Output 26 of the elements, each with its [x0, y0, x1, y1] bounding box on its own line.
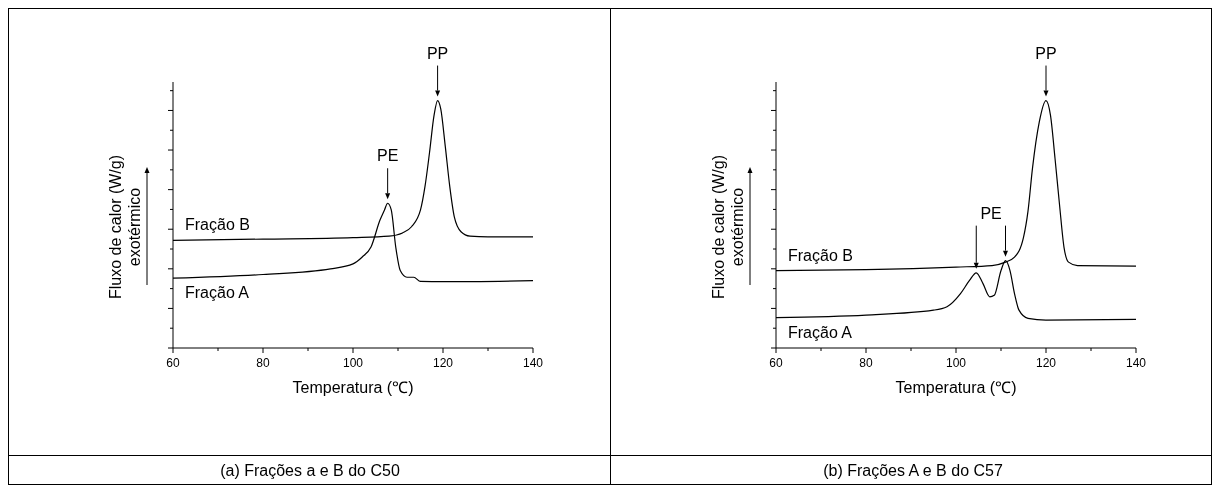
- x-tick-label: 60: [166, 356, 180, 370]
- x-tick-label: 60: [769, 356, 783, 370]
- x-axis-title: Temperatura (℃): [895, 379, 1017, 396]
- x-tick-label: 80: [256, 356, 270, 370]
- annotation: PP: [1035, 44, 1057, 62]
- x-axis-title: Temperatura (℃): [292, 379, 414, 396]
- y-axis-title: Fluxo de calor (W/g): [710, 154, 727, 300]
- legend-label: Fração A: [788, 323, 853, 341]
- annotation: PP: [426, 44, 449, 62]
- text: exotérmico: [729, 187, 746, 267]
- x-tick-label: 120: [1035, 356, 1057, 370]
- annotation: PE: [980, 204, 1002, 222]
- x-tick-label: 140: [522, 356, 544, 370]
- annotation: PE: [376, 147, 399, 165]
- x-tick-label: 120: [432, 356, 454, 370]
- x-tick-label: 80: [859, 356, 873, 370]
- legend-label: Fração B: [185, 216, 250, 234]
- legend-label: Fração B: [788, 246, 853, 264]
- y-axis-title: Fluxo de calor (W/g): [107, 154, 124, 300]
- legend-label: Fração A: [185, 284, 250, 302]
- text: (a) Frações a e B do C50: [220, 462, 400, 479]
- text: exotérmico: [126, 187, 143, 267]
- x-tick-label: 100: [342, 356, 364, 370]
- x-tick-label: 100: [945, 356, 967, 370]
- text: (b) Frações A e B do C57: [823, 462, 1003, 479]
- x-tick-label: 140: [1125, 356, 1147, 370]
